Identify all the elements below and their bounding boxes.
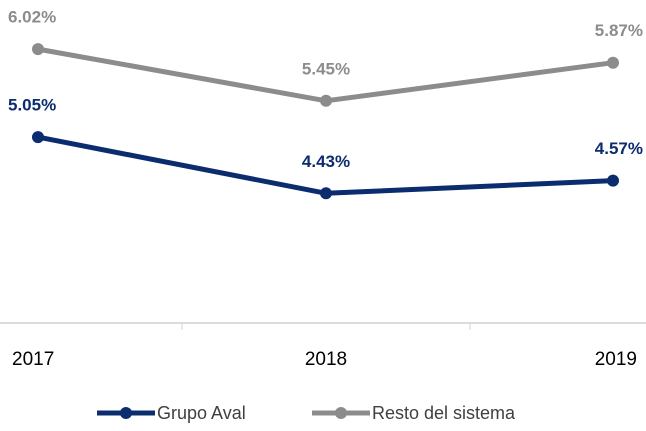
point	[32, 43, 44, 56]
data-label: 5.45%	[302, 59, 350, 78]
x-tick-label: 2019	[595, 349, 637, 370]
x-tick-label: 2017	[12, 349, 54, 370]
data-label: 5.87%	[595, 21, 643, 40]
point	[320, 94, 332, 107]
legend-marker	[120, 407, 132, 419]
point	[32, 131, 44, 144]
legend-label: Resto del sistema	[372, 403, 516, 423]
point	[607, 174, 619, 187]
x-tick-label: 2018	[305, 349, 347, 370]
data-label: 4.43%	[302, 152, 350, 171]
legend-marker	[335, 407, 347, 419]
data-label: 5.05%	[8, 96, 56, 115]
legend-label: Grupo Aval	[157, 403, 246, 423]
data-label: 4.57%	[595, 139, 643, 158]
data-label: 6.02%	[8, 8, 56, 27]
point	[320, 187, 332, 200]
point	[607, 56, 619, 69]
